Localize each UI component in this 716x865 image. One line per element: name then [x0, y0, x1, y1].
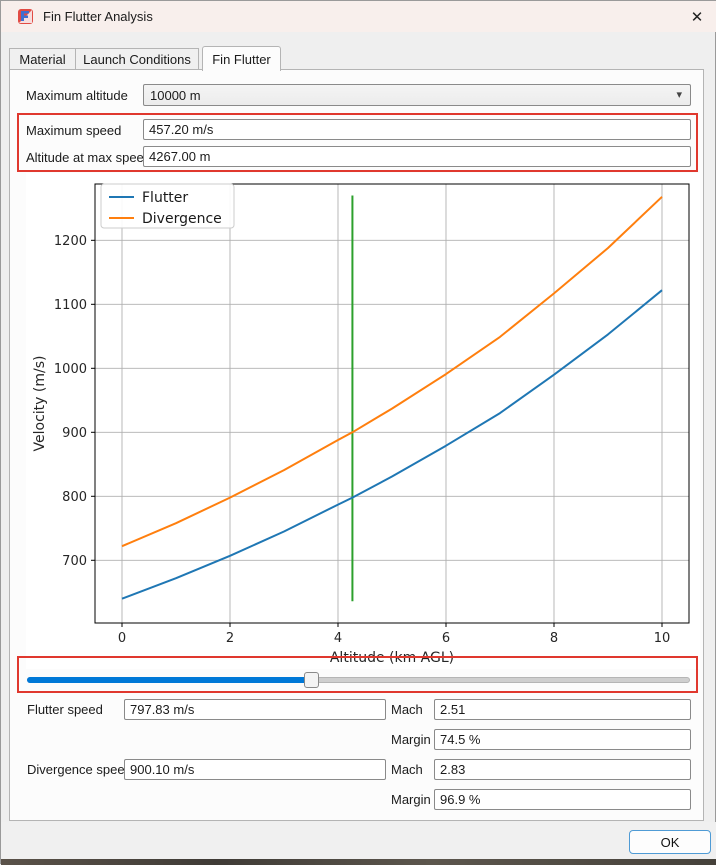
- svg-text:0: 0: [118, 631, 126, 646]
- tab-fin-flutter[interactable]: Fin Flutter: [202, 46, 281, 71]
- flutter-chart: 0 2 4 6 8 10 700 800 900 1000 1100 1200 Altitude (km…: [26, 173, 700, 669]
- alt-at-max-speed-field[interactable]: [143, 146, 691, 167]
- max-altitude-label: Maximum altitude: [26, 88, 128, 103]
- ok-button[interactable]: OK: [629, 830, 711, 854]
- divergence-speed-label: Divergence speed: [27, 762, 132, 777]
- flutter-speed-field[interactable]: [124, 699, 386, 720]
- title-bar: Fin Flutter Analysis ✕: [1, 1, 716, 32]
- divergence-mach-field[interactable]: [434, 759, 691, 780]
- flutter-mach-label: Mach: [391, 702, 423, 717]
- flutter-margin-field[interactable]: [434, 729, 691, 750]
- max-speed-label: Maximum speed: [26, 123, 122, 138]
- max-altitude-selected-value: 10000 m: [150, 87, 201, 103]
- flutter-margin-label: Margin: [391, 732, 431, 747]
- window-bottom-edge: [1, 859, 716, 865]
- svg-text:900: 900: [62, 426, 87, 441]
- divergence-margin-field[interactable]: [434, 789, 691, 810]
- flutter-mach-field[interactable]: [434, 699, 691, 720]
- svg-text:1200: 1200: [54, 234, 87, 249]
- button-bar: [1, 822, 716, 859]
- divergence-margin-label: Margin: [391, 792, 431, 807]
- window-title: Fin Flutter Analysis: [43, 9, 153, 24]
- flutter-chart-canvas: 0 2 4 6 8 10 700 800 900 1000 1100 1200 Altitude (km…: [26, 173, 700, 669]
- altitude-slider[interactable]: [27, 671, 690, 689]
- max-altitude-select[interactable]: 10000 m ▾: [143, 84, 691, 106]
- app-icon: [18, 9, 33, 24]
- flutter-speed-label: Flutter speed: [27, 702, 103, 717]
- svg-text:8: 8: [550, 631, 558, 646]
- divergence-mach-label: Mach: [391, 762, 423, 777]
- divergence-speed-field[interactable]: [124, 759, 386, 780]
- svg-text:Divergence: Divergence: [142, 211, 222, 227]
- chevron-down-icon: ▾: [676, 89, 682, 101]
- svg-text:800: 800: [62, 490, 87, 505]
- svg-text:6: 6: [442, 631, 450, 646]
- alt-at-max-speed-label: Altitude at max speed: [26, 150, 152, 165]
- slider-handle[interactable]: [304, 672, 319, 688]
- svg-text:Velocity (m/s): Velocity (m/s): [32, 356, 48, 452]
- tab-launch-conditions[interactable]: Launch Conditions: [75, 48, 199, 70]
- svg-text:700: 700: [62, 554, 87, 569]
- max-speed-field[interactable]: [143, 119, 691, 140]
- svg-text:4: 4: [334, 631, 342, 646]
- tab-material[interactable]: Material: [9, 48, 76, 70]
- close-icon[interactable]: ✕: [690, 8, 704, 26]
- svg-text:Altitude (km AGL): Altitude (km AGL): [330, 650, 454, 666]
- svg-text:Flutter: Flutter: [142, 190, 188, 206]
- svg-text:1000: 1000: [54, 362, 87, 377]
- svg-text:1100: 1100: [54, 298, 87, 313]
- slider-fill: [27, 677, 310, 683]
- svg-text:2: 2: [226, 631, 234, 646]
- svg-text:10: 10: [654, 631, 671, 646]
